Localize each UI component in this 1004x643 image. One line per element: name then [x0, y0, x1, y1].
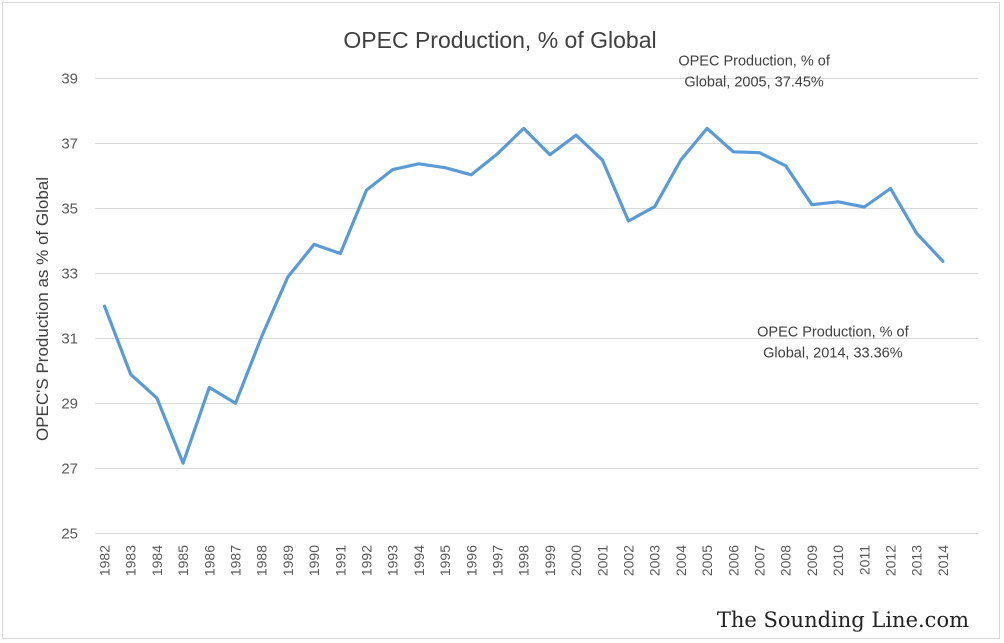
annotation-line-1: OPEC Production, % of [757, 324, 909, 340]
x-tick-label: 2001 [594, 545, 610, 576]
x-tick-label: 1996 [463, 545, 479, 576]
y-axis-ticks: 25 27 29 31 33 35 37 39 [61, 71, 78, 543]
x-tick-label: 1993 [385, 545, 401, 576]
x-tick-label: 2007 [752, 545, 768, 576]
y-tick-label: 39 [61, 71, 78, 88]
gridlines [95, 78, 978, 534]
x-tick-label: 1988 [254, 545, 270, 576]
x-tick-label: 2002 [621, 545, 637, 576]
annotation-line-2: Global, 2005, 37.45% [684, 74, 824, 90]
x-tick-label: 2014 [935, 545, 951, 576]
y-tick-label: 35 [61, 201, 78, 218]
x-tick-label: 2003 [647, 545, 663, 576]
x-tick-label: 2004 [673, 545, 689, 576]
x-tick-label: 2013 [909, 545, 925, 576]
x-tick-label: 1989 [280, 545, 296, 576]
x-tick-label: 1990 [306, 545, 322, 576]
x-tick-label: 1994 [411, 545, 427, 576]
data-annotation: OPEC Production, % of Global, 2014, 33.36… [757, 324, 909, 361]
chart-title: OPEC Production, % of Global [343, 27, 656, 53]
y-tick-label: 31 [61, 331, 78, 348]
annotations: OPEC Production, % of Global, 2005, 37.45… [678, 53, 909, 361]
x-tick-label: 1995 [437, 545, 453, 576]
x-tick-label: 2005 [699, 545, 715, 576]
x-tick-label: 1998 [516, 545, 532, 576]
y-tick-label: 27 [61, 461, 78, 478]
x-tick-label: 2009 [804, 545, 820, 576]
x-tick-label: 2006 [725, 545, 741, 576]
x-tick-label: 1986 [201, 545, 217, 576]
y-tick-label: 25 [61, 526, 78, 543]
series-line [102, 126, 945, 465]
x-tick-label: 1997 [490, 545, 506, 576]
x-tick-label: 1983 [123, 545, 139, 576]
x-tick-label: 1985 [175, 545, 191, 576]
x-tick-label: 1984 [149, 545, 165, 576]
annotation-line-2: Global, 2014, 33.36% [763, 345, 903, 361]
x-tick-label: 1991 [332, 545, 348, 576]
x-tick-label: 2000 [568, 545, 584, 576]
x-tick-label: 2010 [830, 545, 846, 576]
data-annotation: OPEC Production, % of Global, 2005, 37.45… [678, 53, 830, 90]
x-axis-ticks: 1982 1983 1984 1985 1986 1987 1988 1989 1990 1991… [97, 545, 951, 576]
x-tick-label: 1992 [359, 545, 375, 576]
y-tick-label: 37 [61, 136, 78, 153]
y-tick-label: 33 [61, 266, 78, 283]
y-tick-label: 29 [61, 396, 78, 413]
x-tick-label: 2008 [778, 545, 794, 576]
watermark-text: The Sounding Line.com [717, 608, 969, 632]
x-tick-label: 1982 [97, 545, 113, 576]
series-layer [102, 126, 945, 465]
x-tick-label: 2011 [856, 545, 872, 575]
x-tick-label: 2012 [883, 545, 899, 576]
line-chart: OPEC Production, % of Global OPEC'S Prod… [33, 27, 978, 632]
y-axis-label: OPEC'S Production as % of Global [33, 177, 52, 441]
x-tick-label: 1999 [542, 545, 558, 576]
annotation-line-1: OPEC Production, % of [678, 53, 830, 69]
x-tick-label: 1987 [228, 545, 244, 576]
